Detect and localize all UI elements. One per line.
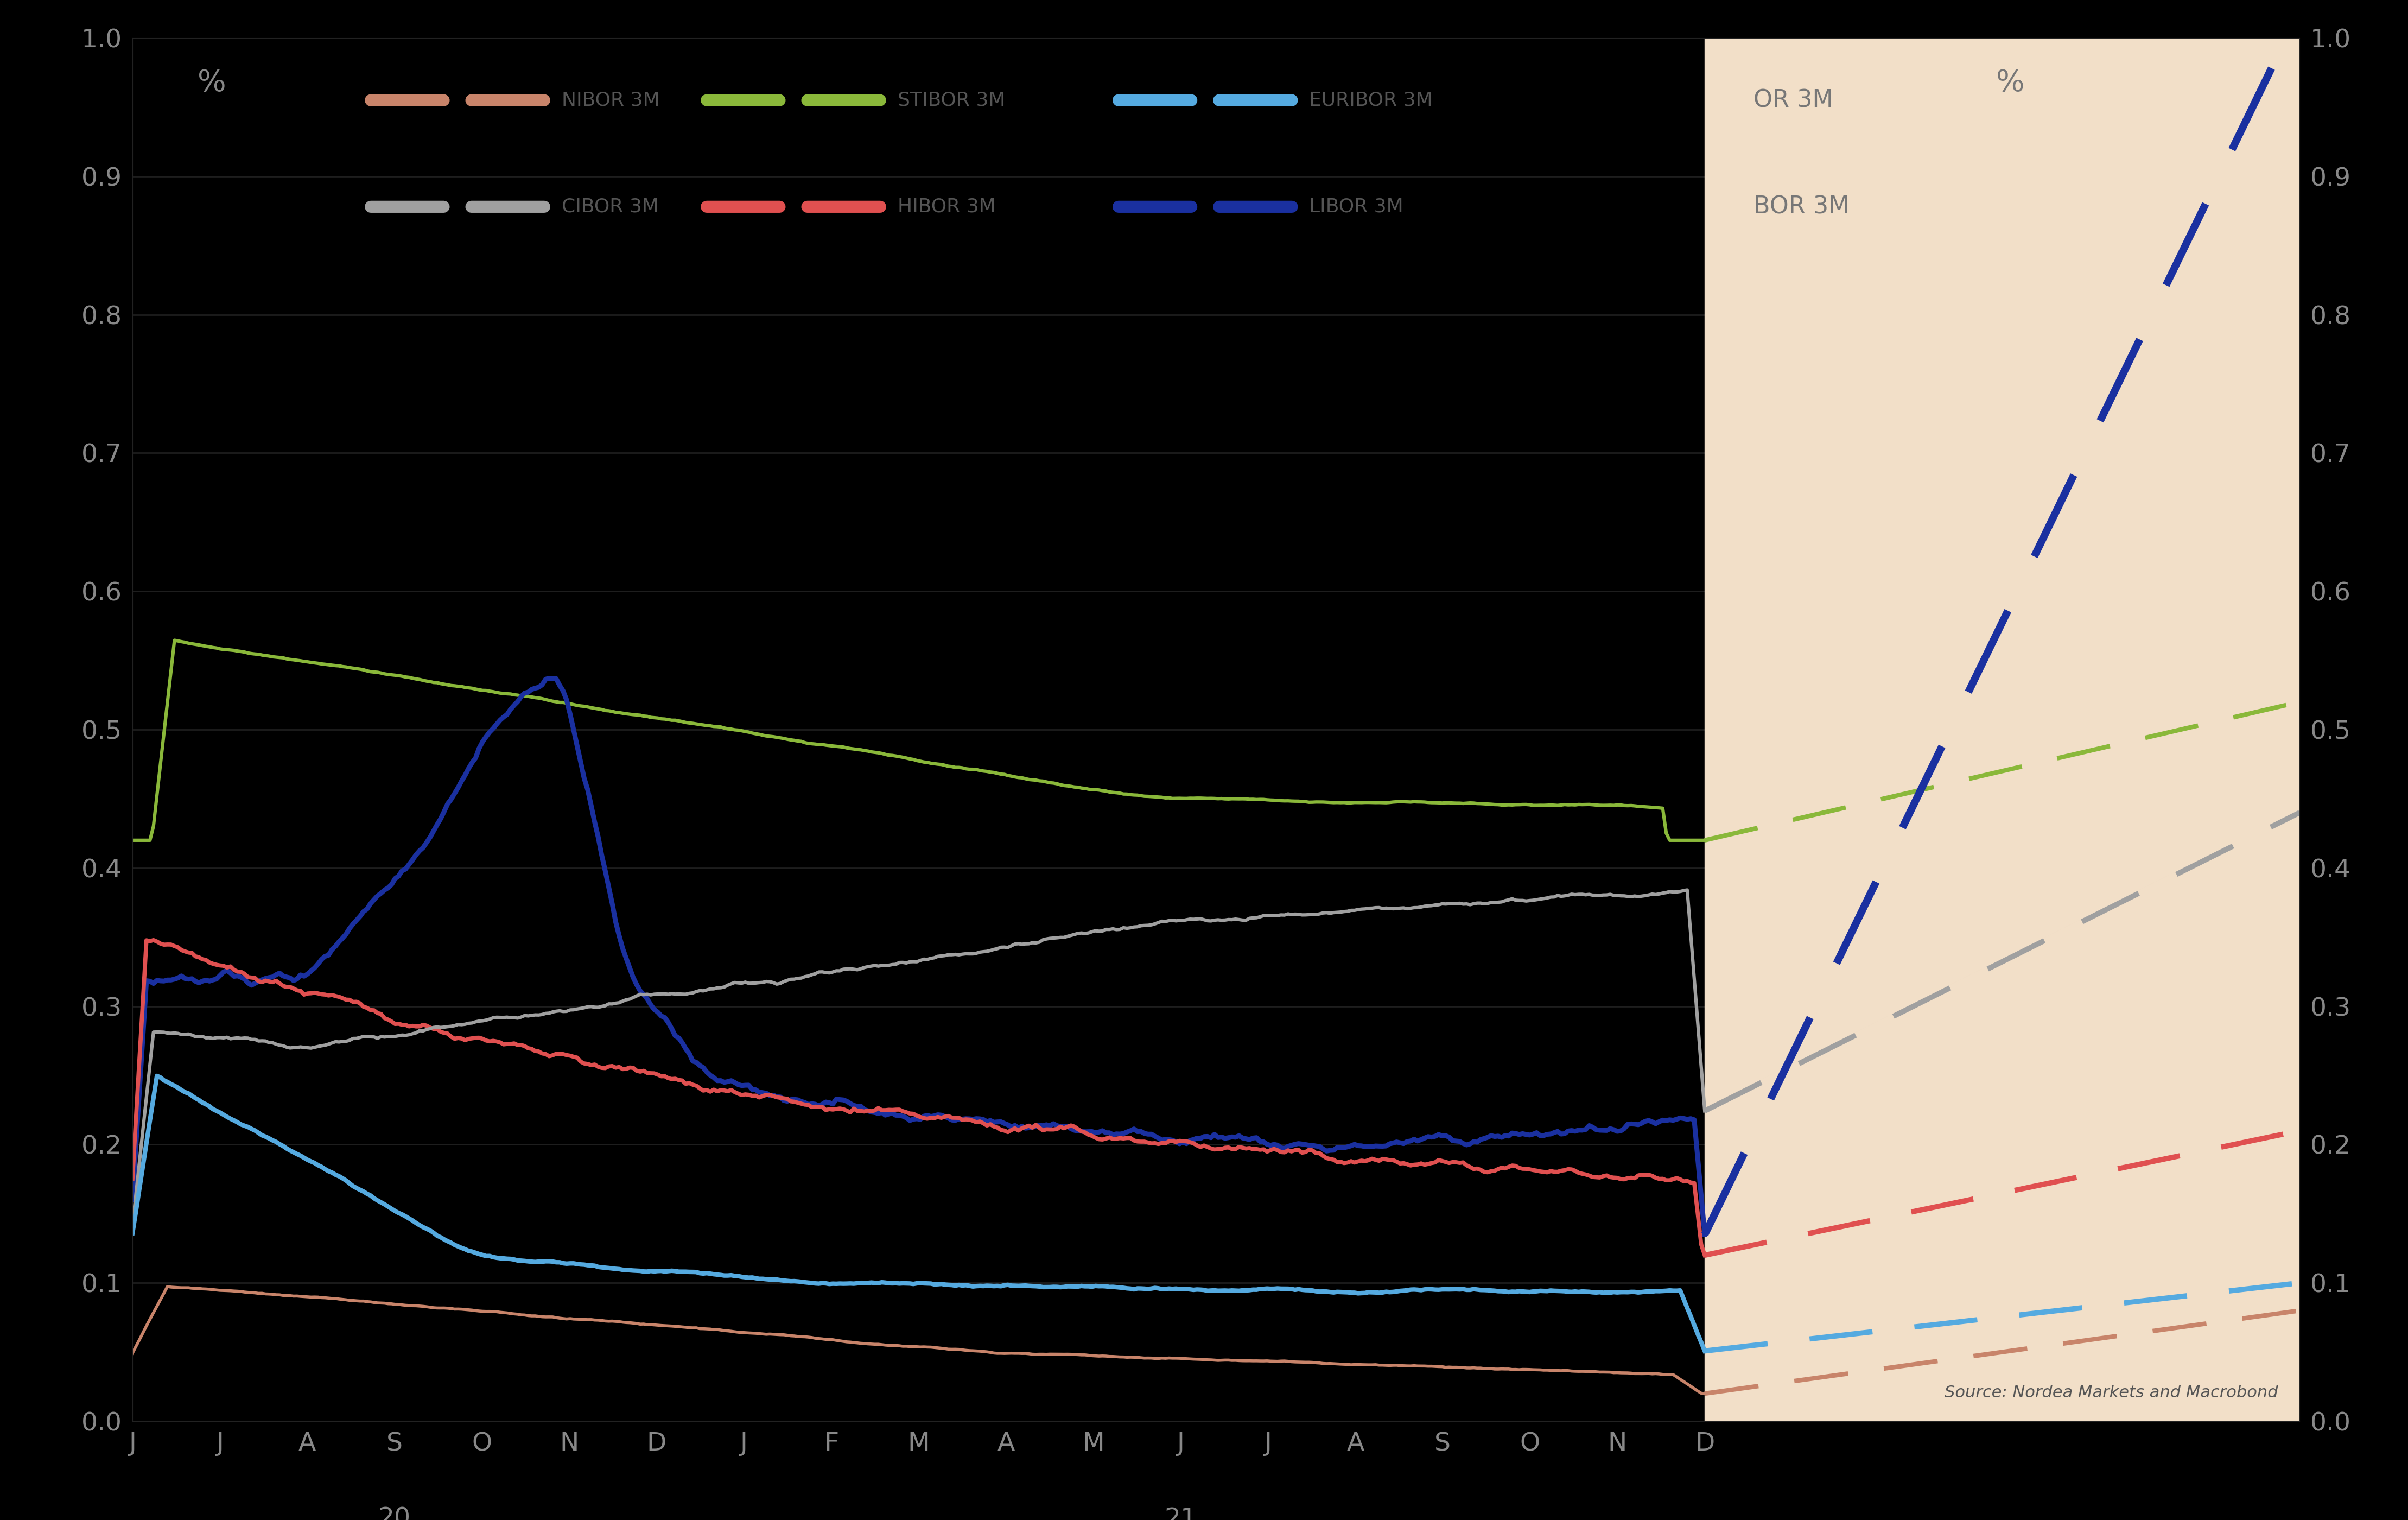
Text: OR 3M: OR 3M <box>1753 88 1832 112</box>
Text: 20: 20 <box>378 1506 412 1520</box>
Text: NIBOR 3M: NIBOR 3M <box>561 91 660 109</box>
Text: BOR 3M: BOR 3M <box>1753 195 1849 219</box>
Text: 21: 21 <box>1165 1506 1197 1520</box>
Bar <box>1705 38 2343 1421</box>
Text: LIBOR 3M: LIBOR 3M <box>1310 198 1404 216</box>
Text: CIBOR 3M: CIBOR 3M <box>561 198 660 216</box>
Text: %: % <box>1996 68 2025 97</box>
Text: %: % <box>197 68 226 97</box>
Text: Source: Nordea Markets and Macrobond: Source: Nordea Markets and Macrobond <box>1943 1385 2278 1400</box>
Text: STIBOR 3M: STIBOR 3M <box>898 91 1004 109</box>
Text: EURIBOR 3M: EURIBOR 3M <box>1310 91 1433 109</box>
Text: HIBOR 3M: HIBOR 3M <box>898 198 995 216</box>
